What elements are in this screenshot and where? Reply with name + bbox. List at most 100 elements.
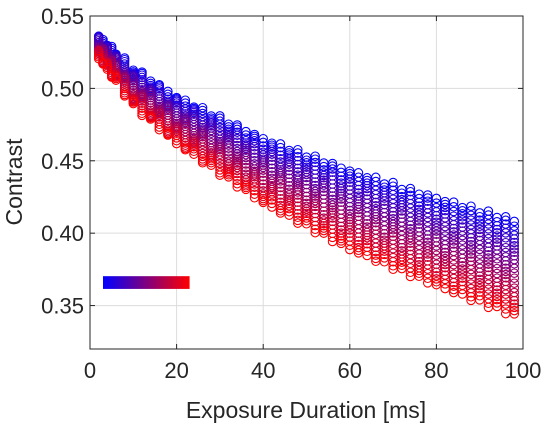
data-point: [492, 249, 502, 259]
data-point: [492, 294, 502, 305]
data-point: [397, 200, 407, 210]
data-point: [301, 219, 312, 229]
y-tick-label: 0.45: [41, 149, 84, 174]
data-point: [474, 221, 485, 232]
data-point: [137, 106, 147, 116]
data-point: [319, 180, 329, 190]
data-point: [267, 149, 277, 159]
data-point: [362, 235, 372, 246]
data-point: [500, 228, 511, 238]
data-point: [345, 225, 355, 235]
data-point: [345, 177, 355, 188]
data-point: [345, 228, 355, 239]
y-tick-label: 0.55: [41, 4, 84, 29]
data-point: [431, 279, 442, 290]
data-point: [448, 239, 459, 249]
data-point: [483, 274, 494, 285]
x-tick-label: 40: [251, 358, 275, 383]
data-point: [137, 100, 147, 111]
data-point: [431, 241, 442, 251]
data-point: [345, 222, 355, 232]
data-point: [353, 248, 364, 258]
data-points: [93, 31, 520, 319]
data-point: [327, 207, 338, 218]
data-point: [509, 292, 520, 302]
data-point: [397, 257, 407, 267]
data-point: [431, 226, 442, 236]
data-point: [301, 213, 312, 223]
data-point: [457, 218, 468, 229]
data-point: [327, 213, 338, 223]
data-point: [457, 226, 468, 236]
data-point: [353, 201, 364, 212]
data-point: [327, 210, 338, 220]
data-point: [284, 156, 294, 167]
data-point: [457, 215, 468, 225]
data-point: [284, 159, 294, 169]
data-point: [474, 227, 485, 238]
data-point: [232, 182, 242, 192]
data-point: [405, 186, 416, 197]
data-point: [509, 247, 520, 258]
data-point: [284, 203, 294, 214]
data-point: [362, 186, 372, 197]
data-point: [483, 270, 494, 280]
data-point: [284, 162, 294, 173]
data-point: [336, 238, 346, 249]
data-point: [474, 295, 485, 305]
x-tick-label: 100: [505, 358, 542, 383]
data-point: [275, 176, 286, 186]
data-point: [422, 246, 433, 256]
data-point: [440, 256, 450, 267]
data-point: [362, 250, 372, 261]
data-point: [293, 144, 303, 155]
data-point: [171, 135, 182, 146]
data-point: [509, 263, 520, 274]
data-point: [431, 223, 442, 233]
data-point: [362, 183, 372, 194]
y-tick-label: 0.35: [41, 294, 84, 319]
data-point: [379, 246, 390, 257]
data-point: [232, 175, 242, 186]
data-point: [492, 254, 502, 264]
data-point: [414, 268, 424, 279]
data-point: [293, 187, 303, 197]
data-point: [483, 259, 494, 269]
data-point: [509, 309, 520, 319]
data-point: [319, 218, 329, 229]
data-point: [414, 271, 424, 282]
data-point: [509, 278, 520, 288]
data-point: [371, 217, 381, 228]
data-point: [310, 154, 320, 164]
data-point: [414, 210, 424, 220]
data-point: [466, 246, 476, 256]
data-point: [509, 241, 520, 251]
data-point: [509, 230, 520, 240]
data-point: [405, 232, 416, 243]
data-point: [492, 221, 502, 231]
data-point: [474, 291, 485, 301]
data-point: [267, 152, 277, 163]
data-point: [474, 208, 485, 218]
data-point: [154, 122, 165, 132]
data-point: [275, 173, 286, 183]
data-point: [422, 193, 433, 203]
data-point: [327, 236, 338, 247]
data-point: [371, 214, 381, 225]
data-point: [448, 250, 459, 261]
data-point: [509, 305, 520, 316]
data-point: [232, 124, 242, 135]
data-point: [319, 225, 329, 236]
data-point: [440, 202, 450, 213]
data-point: [267, 146, 277, 157]
data-point: [379, 196, 390, 206]
data-point: [319, 186, 329, 197]
data-point: [275, 208, 286, 218]
data-point: [457, 284, 468, 295]
data-point: [267, 202, 277, 212]
data-point: [388, 177, 398, 188]
data-point: [405, 183, 416, 194]
data-point: [206, 160, 216, 170]
data-point: [336, 194, 346, 204]
